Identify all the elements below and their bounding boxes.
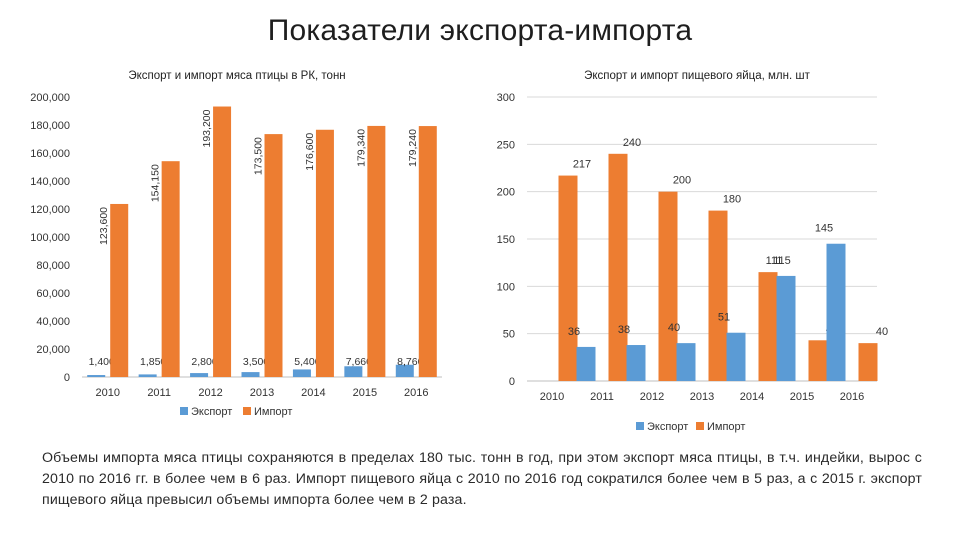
import-bar xyxy=(418,126,437,378)
y-tick-label: 100 xyxy=(497,281,515,293)
y-tick-label: 0 xyxy=(509,376,515,388)
y-tick-label: 150 xyxy=(497,234,515,246)
export-data-label: 51 xyxy=(718,312,730,324)
export-data-label: 40 xyxy=(668,322,680,334)
x-tick-label: 2011 xyxy=(147,387,171,399)
x-tick-label: 2016 xyxy=(840,391,864,403)
import-bar xyxy=(808,340,828,381)
import-data-label: 173,500 xyxy=(253,137,265,175)
y-tick-label: 120,000 xyxy=(30,204,70,216)
import-data-label: 217 xyxy=(573,159,591,171)
legend-label-export: Экспорт xyxy=(647,421,688,433)
import-data-label: 179,240 xyxy=(407,129,419,167)
import-data-label: 193,200 xyxy=(201,109,213,147)
y-tick-label: 0 xyxy=(64,372,70,384)
import-data-label: 123,600 xyxy=(98,207,110,245)
legend-label-import: Импорт xyxy=(707,421,745,433)
x-tick-label: 2012 xyxy=(198,387,222,399)
x-tick-label: 2014 xyxy=(740,391,764,403)
import-bar xyxy=(758,272,778,381)
export-bar xyxy=(344,366,363,377)
chart-eggs: Экспорт и импорт пищевого яйца, млн. шт 0… xyxy=(497,70,888,433)
x-tick-label: 2013 xyxy=(250,387,274,399)
import-bar xyxy=(161,161,180,377)
export-bar xyxy=(87,375,106,377)
y-tick-label: 180,000 xyxy=(30,120,70,132)
x-tick-label: 2014 xyxy=(301,387,325,399)
import-data-label: 240 xyxy=(623,137,641,149)
import-bar xyxy=(608,153,628,381)
export-bar xyxy=(676,343,696,381)
y-tick-label: 80,000 xyxy=(36,260,70,272)
import-bar xyxy=(264,134,283,377)
y-tick-label: 60,000 xyxy=(36,288,70,300)
export-data-label: 1,850 xyxy=(140,356,166,368)
legend-label-import: Импорт xyxy=(254,406,292,418)
x-tick-label: 2015 xyxy=(790,391,814,403)
export-bar xyxy=(726,332,746,381)
legend-swatch-export xyxy=(636,422,644,430)
import-bar xyxy=(558,175,578,381)
x-tick-label: 2013 xyxy=(690,391,714,403)
import-bar xyxy=(315,129,334,377)
export-bar xyxy=(138,374,157,377)
y-tick-label: 200 xyxy=(497,187,515,199)
x-tick-label: 2011 xyxy=(590,391,614,403)
export-bar xyxy=(626,345,646,381)
x-tick-label: 2010 xyxy=(95,387,119,399)
export-bar xyxy=(776,275,796,381)
export-data-label: 145 xyxy=(815,223,833,235)
export-data-label: 2,800 xyxy=(191,356,217,368)
export-bar xyxy=(826,243,846,381)
y-tick-label: 160,000 xyxy=(30,148,70,160)
x-tick-label: 2012 xyxy=(640,391,664,403)
export-data-label: 3,500 xyxy=(243,356,269,368)
y-tick-label: 50 xyxy=(503,329,515,341)
export-bar xyxy=(190,373,209,377)
import-bar xyxy=(367,125,386,377)
export-bar xyxy=(292,369,311,377)
x-tick-label: 2015 xyxy=(353,387,377,399)
legend-swatch-import xyxy=(243,407,251,415)
x-tick-label: 2010 xyxy=(540,391,564,403)
x-tick-label: 2016 xyxy=(404,387,428,399)
export-data-label: 8,760 xyxy=(397,356,423,368)
chart-title: Экспорт и импорт мяса птицы в РК, тонн xyxy=(128,70,345,82)
import-bar xyxy=(213,106,232,377)
export-data-label: 5,400 xyxy=(294,356,320,368)
y-tick-label: 40,000 xyxy=(36,316,70,328)
import-data-label: 176,600 xyxy=(304,133,316,171)
y-tick-label: 100,000 xyxy=(30,232,70,244)
chart-title: Экспорт и импорт пищевого яйца, млн. шт xyxy=(584,70,810,82)
import-bar xyxy=(708,210,728,381)
y-tick-label: 250 xyxy=(497,139,515,151)
export-bar xyxy=(576,346,596,381)
y-tick-label: 300 xyxy=(497,92,515,104)
export-bar xyxy=(241,372,260,377)
export-data-label: 111 xyxy=(766,255,783,267)
y-tick-label: 20,000 xyxy=(36,344,70,356)
legend-swatch-export xyxy=(180,407,188,415)
legend-label-export: Экспорт xyxy=(191,406,232,418)
legend-swatch-import xyxy=(696,422,704,430)
chart-poultry-meat: Экспорт и импорт мяса птицы в РК, тонн 0 2… xyxy=(30,70,442,418)
export-bar xyxy=(395,364,414,377)
import-bar xyxy=(658,191,678,381)
y-tick-label: 200,000 xyxy=(30,92,70,104)
import-data-label: 40 xyxy=(876,326,888,338)
import-bar xyxy=(110,203,129,377)
export-data-label: 7,660 xyxy=(346,356,372,368)
import-data-label: 179,340 xyxy=(355,129,367,167)
import-data-label: 154,150 xyxy=(150,164,162,202)
export-data-label: 36 xyxy=(568,326,580,338)
y-tick-label: 140,000 xyxy=(30,176,70,188)
export-data-label: 38 xyxy=(618,324,630,336)
export-data-label: 1,400 xyxy=(89,356,115,368)
import-data-label: 200 xyxy=(673,175,691,187)
import-data-label: 115 xyxy=(773,255,791,267)
summary-text: Объемы импорта мяса птицы сохраняются в … xyxy=(42,450,922,508)
page-title: Показатели экспорта-импорта xyxy=(267,14,693,47)
import-bar xyxy=(858,343,878,381)
import-data-label: 180 xyxy=(723,194,741,206)
